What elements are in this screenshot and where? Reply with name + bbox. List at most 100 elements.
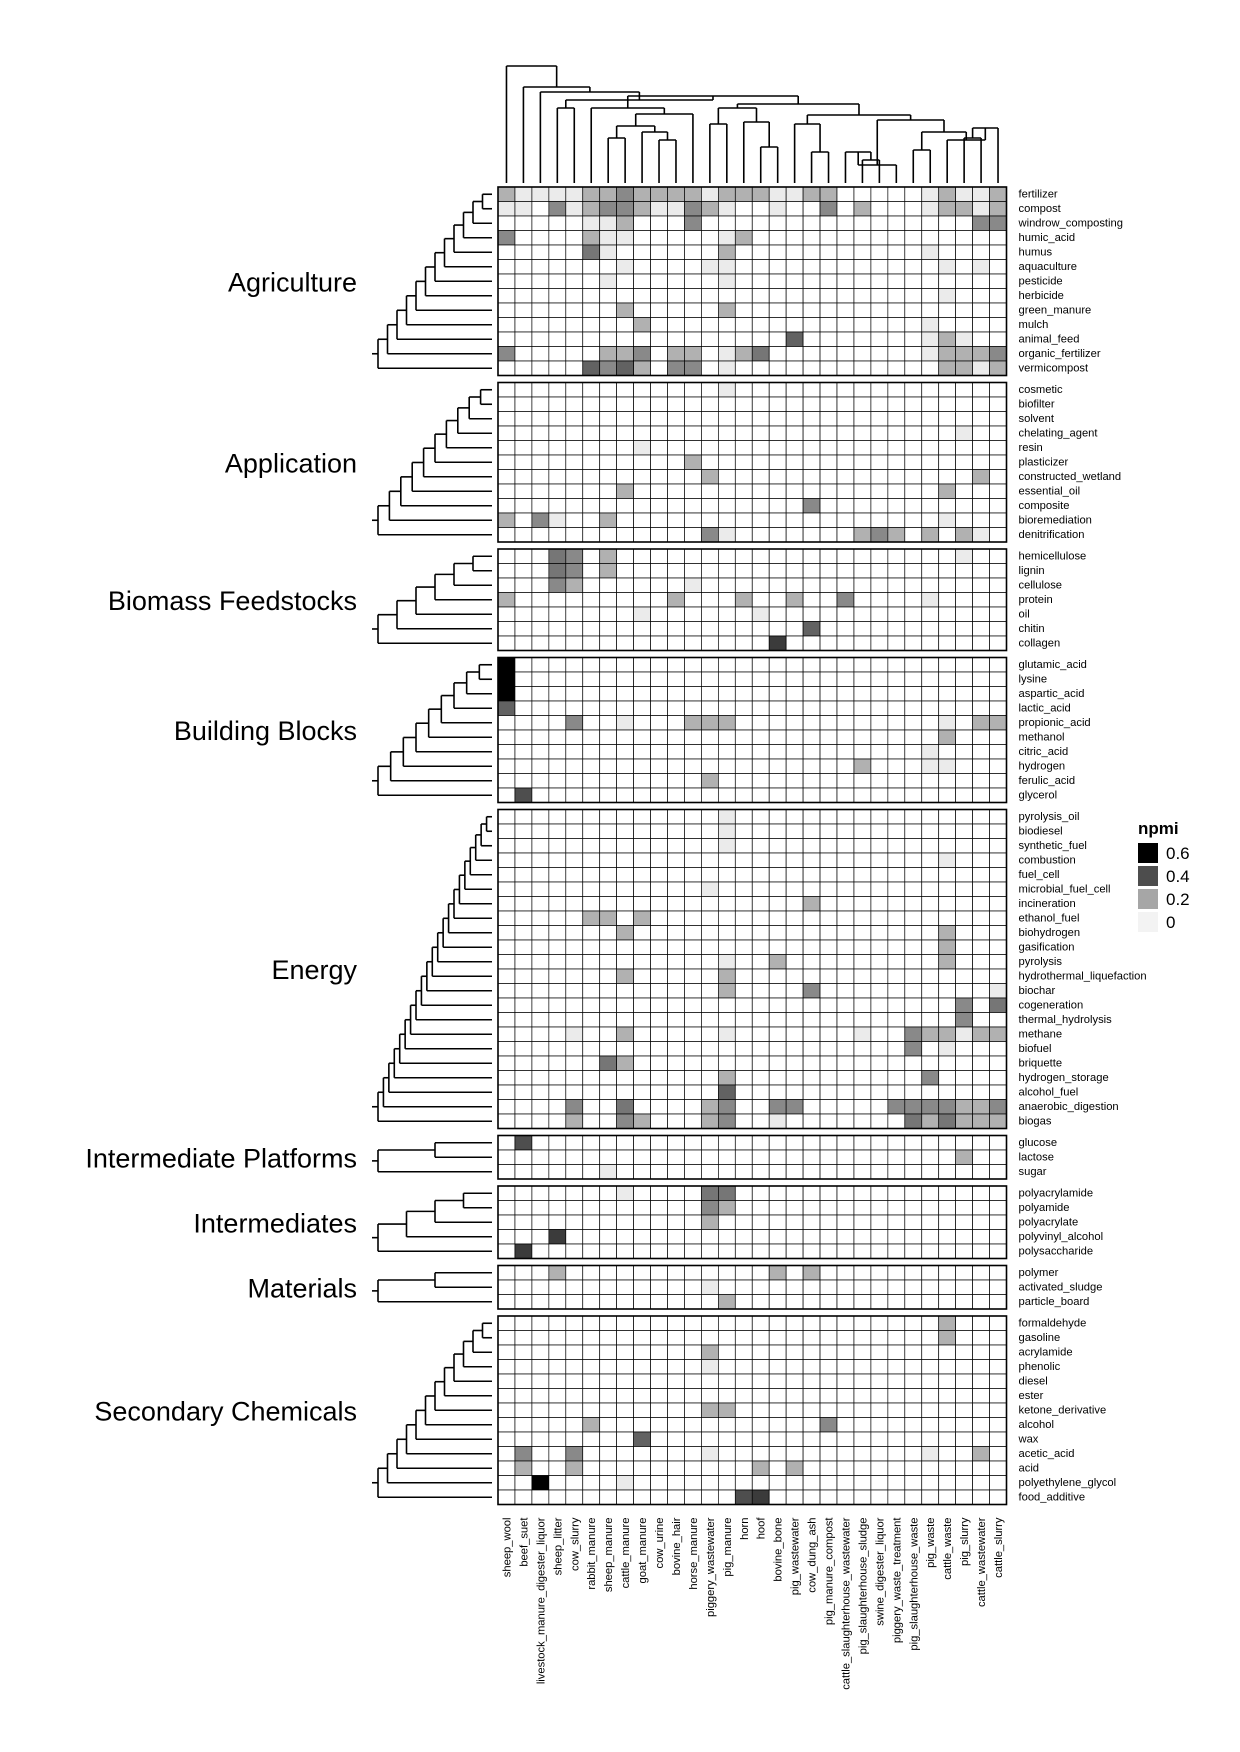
cell-hydrogen-cattle-slaughterhouse-wastewater [836,758,855,774]
cell-gasoline-cattle-slurry [989,1330,1007,1346]
cell-denitrification-piggery-waste-treatment [887,527,906,543]
cell-plasticizer-livestock-manure-digester-liquor [531,454,550,470]
cell-ethanol-fuel-piggery-wastewater [701,910,719,926]
cell-biochar-pig-manure [717,983,736,999]
cell-ester-swine-digester-liquor [870,1388,889,1404]
cell-citric-acid-rabbit-manure [582,744,601,760]
cell-green-manure-cow-urine [650,302,668,318]
cell-synthetic-fuel-horse-manure [684,838,702,854]
cell-gasification-pig-slaughterhouse-sludge [853,939,872,955]
cell-aspartic-acid-sheep-litter [548,686,567,702]
cell-alcohol-fuel-cattle-slurry [989,1084,1007,1100]
cell-cosmetic-cattle-slaughterhouse-wastewater [836,382,855,398]
row-label-microbial-fuel-cell: microbial_fuel_cell [1019,883,1111,895]
cell-polymer-piggery-wastewater [701,1265,719,1281]
cell-humus-swine-digester-liquor [870,244,889,260]
row-label-bioremediation: bioremediation [1019,514,1092,526]
cell-humic-acid-livestock-manure-digester-liquor [531,230,550,246]
cell-polyacrylate-pig-waste [921,1214,940,1230]
cell-composite-swine-digester-liquor [870,498,889,514]
cell-biodiesel-sheep-litter [548,823,567,839]
cell-formaldehyde-cow-dung-ash [802,1315,821,1331]
cell-polymer-horn [734,1265,753,1281]
cell-ketone-derivative-cow-slurry [565,1402,584,1418]
cell-gasification-sheep-wool [497,939,516,955]
cell-biohydrogen-cattle-wastewater [972,925,990,941]
column-label-piggery-wastewater: piggery_wastewater [705,1517,717,1617]
cell-ester-pig-slaughterhouse-waste [904,1388,923,1404]
cell-ethanol-fuel-hoof [751,910,770,926]
cell-wax-pig-slaughterhouse-sludge [853,1431,872,1447]
cell-pyrolysis-bovine-bone [768,954,787,970]
cell-biodiesel-pig-manure [717,823,736,839]
column-label-rabbit-manure: rabbit_manure [586,1518,598,1590]
cell-lactose-sheep-litter [548,1149,567,1165]
cell-pesticide-bovine-bone [768,273,787,289]
cell-biofilter-pig-slaughterhouse-sludge [853,396,872,412]
cell-food-additive-cow-dung-ash [802,1489,821,1505]
cell-briquette-hoof [751,1055,770,1071]
cell-glucose-swine-digester-liquor [870,1135,889,1151]
cell-thermal-hydrolysis-cattle-waste [938,1012,957,1028]
cell-polyacrylamide-horse-manure [684,1185,702,1201]
cell-lactose-pig-manure-compost [819,1149,838,1165]
cell-windrow-composting-sheep-litter [548,215,567,231]
cell-biohydrogen-cattle-slurry [989,925,1007,941]
cell-vermicompost-sheep-wool [497,360,516,376]
cell-pesticide-pig-slaughterhouse-waste [904,273,923,289]
cell-lactose-piggery-wastewater [701,1149,719,1165]
cell-constructed-wetland-bovine-bone [768,469,787,485]
row-label-polyacrylamide: polyacrylamide [1019,1187,1094,1199]
cell-polyacrylamide-cow-slurry [565,1185,584,1201]
cell-particle-board-bovine-bone [768,1294,787,1310]
cell-propionic-acid-rabbit-manure [582,715,601,731]
cell-polyamide-bovine-bone [768,1200,787,1216]
row-label-pyrolysis-oil: pyrolysis_oil [1019,811,1080,823]
cell-lactic-acid-sheep-litter [548,700,567,716]
cell-diesel-pig-wastewater [785,1373,804,1389]
cell-alcohol-swine-digester-liquor [870,1417,889,1433]
cell-chelating-agent-cow-urine [650,425,668,441]
cell-polyacrylamide-cow-urine [650,1185,668,1201]
cell-alcohol-cow-dung-ash [802,1417,821,1433]
cell-plasticizer-bovine-bone [768,454,787,470]
cell-acetic-acid-cow-urine [650,1446,668,1462]
cell-activated-sludge-cattle-slaughterhouse-wastewater [836,1279,855,1295]
cell-polymer-cattle-waste [938,1265,957,1281]
column-label-pig-manure-compost: pig_manure_compost [824,1517,836,1625]
cell-briquette-sheep-wool [497,1055,516,1071]
cell-protein-cow-urine [650,592,668,608]
cell-activated-sludge-cow-urine [650,1279,668,1295]
cell-windrow-composting-hoof [751,215,770,231]
cell-thermal-hydrolysis-pig-waste [921,1012,940,1028]
cell-polyvinyl-alcohol-cow-urine [650,1229,668,1245]
cell-polyvinyl-alcohol-sheep-wool [497,1229,516,1245]
cell-polyacrylamide-bovine-bone [768,1185,787,1201]
column-label-swine-digester-liquor: swine_digester_liquor [874,1517,886,1625]
cell-biogas-horse-manure [684,1113,702,1129]
cell-pyrolysis-bovine-hair [667,954,685,970]
cell-food-additive-cow-urine [650,1489,668,1505]
cell-glucose-cattle-wastewater [972,1135,990,1151]
cell-humus-cattle-slurry [989,244,1007,260]
cell-biofilter-sheep-wool [497,396,516,412]
cell-pyrolysis-oil-pig-slaughterhouse-waste [904,809,923,825]
cell-methane-goat-manure [633,1026,651,1042]
cell-protein-pig-wastewater [785,592,804,608]
cell-ester-cattle-wastewater [972,1388,990,1404]
cell-aspartic-acid-cattle-waste [938,686,957,702]
cell-acrylamide-hoof [751,1344,770,1360]
cell-biodiesel-swine-digester-liquor [870,823,889,839]
cell-hydrothermal-liquefaction-cow-urine [650,968,668,984]
cell-synthetic-fuel-pig-slaughterhouse-waste [904,838,923,854]
cell-incineration-bovine-bone [768,896,787,912]
cell-polyacrylate-cow-dung-ash [802,1214,821,1230]
cell-compost-piggery-wastewater [701,201,719,217]
cell-biochar-beef-suet [514,983,533,999]
cell-animal-feed-bovine-bone [768,331,787,347]
cell-aquaculture-horn [734,259,753,275]
cell-composite-pig-slaughterhouse-waste [904,498,923,514]
cell-biofuel-cattle-manure [616,1041,634,1057]
cell-collagen-sheep-litter [548,635,567,651]
cell-polyacrylate-pig-slaughterhouse-waste [904,1214,923,1230]
